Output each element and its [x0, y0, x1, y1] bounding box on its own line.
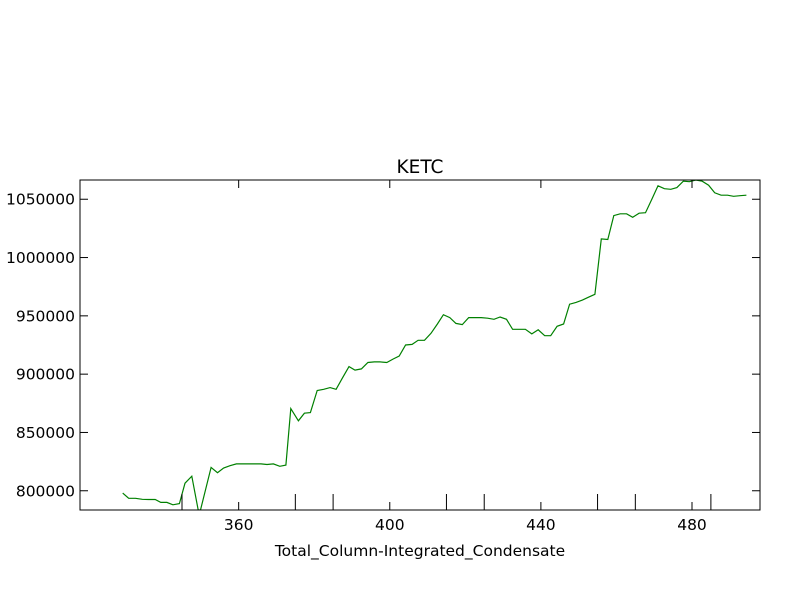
x-tick-label-3: 480 — [677, 516, 707, 534]
series-line-0 — [122, 180, 747, 510]
y-tick-label-4: 1000000 — [6, 249, 75, 267]
y-tick-label-5: 1050000 — [6, 191, 75, 209]
plot-frame — [79, 179, 761, 511]
y-tick-label-0: 800000 — [16, 482, 75, 500]
x-axis-label: Total_Column-Integrated_Condensate — [274, 542, 565, 561]
chart-title: KETC — [397, 157, 444, 178]
plot-area: 360 400 440 480 800000 850000 900000 950000 1000… — [6, 179, 761, 534]
x-tick-label-0: 360 — [224, 516, 254, 534]
y-tick-label-1: 850000 — [16, 424, 75, 442]
y-tick-label-3: 950000 — [16, 307, 75, 325]
y-tick-label-2: 900000 — [16, 366, 75, 384]
x-tick-label-2: 440 — [526, 516, 556, 534]
x-tick-label-1: 400 — [375, 516, 405, 534]
